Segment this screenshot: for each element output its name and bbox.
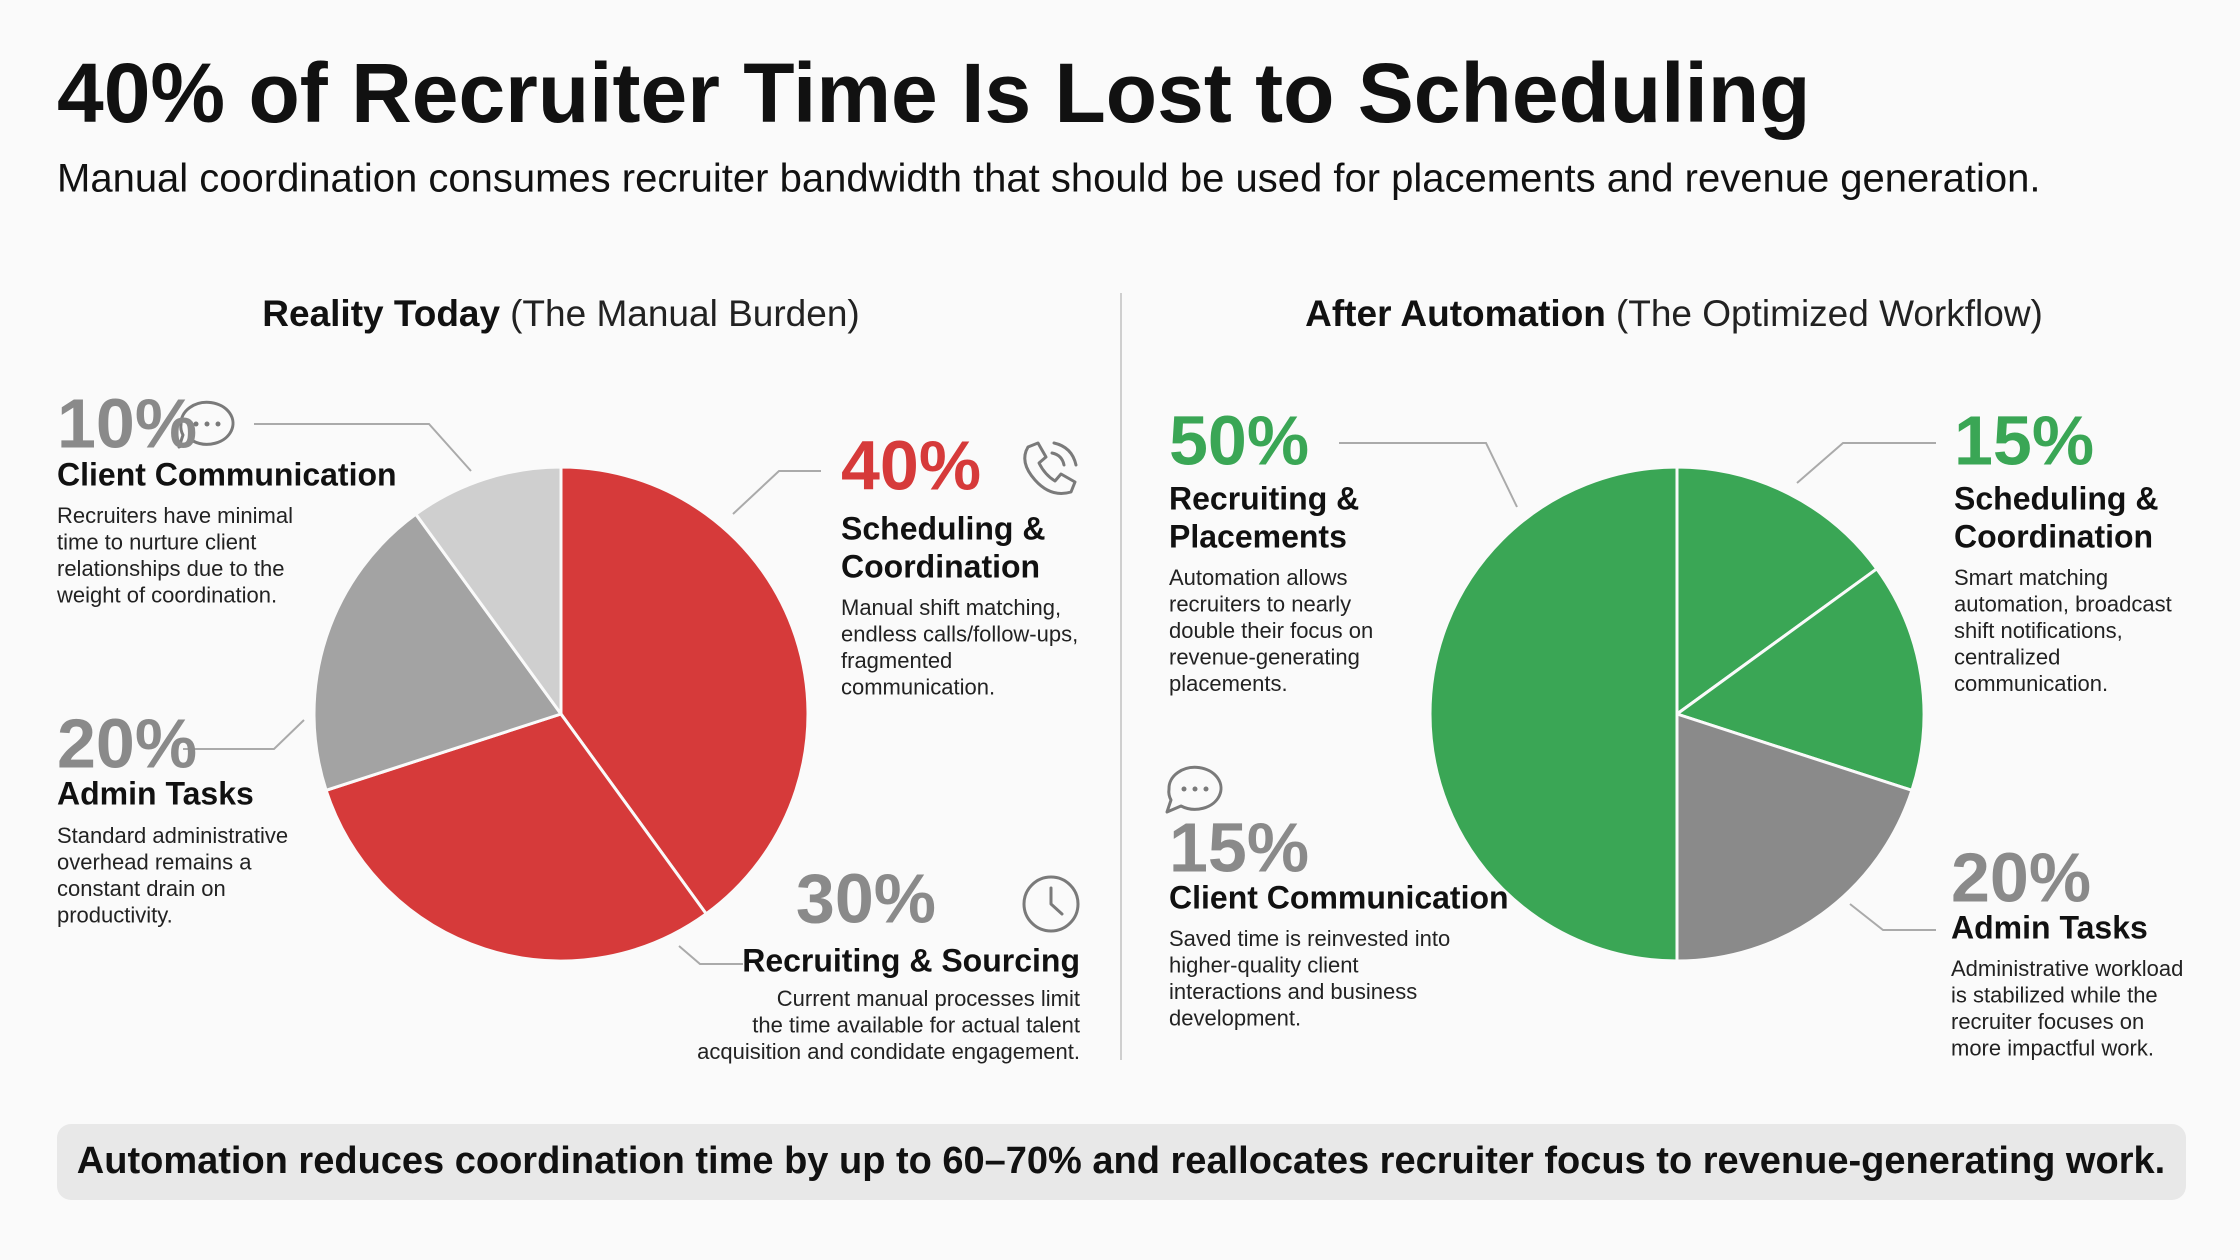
pie-slice (312, 512, 564, 793)
leader-line (1849, 903, 1936, 931)
chart-heading-rest: (The Manual Burden) (510, 293, 860, 334)
icon-chat (1165, 765, 1223, 814)
percent-label: 30% (796, 859, 936, 937)
description-line: fragmented (841, 648, 952, 673)
category-label: Scheduling & (841, 510, 1045, 546)
category-label: Client Communication (57, 456, 397, 492)
icon-chat (177, 400, 235, 449)
description-line: communication. (841, 674, 995, 699)
page-subtitle: Manual coordination consumes recruiter b… (57, 157, 2040, 201)
leader-line (254, 423, 472, 472)
chat-bubble (1165, 765, 1223, 814)
leader-line (1339, 442, 1518, 508)
description-line: time to nurture client (57, 529, 256, 554)
chart-heading-bold: Reality Today (262, 293, 500, 334)
description-line: Smart matching (1954, 565, 2108, 590)
footer-box (57, 1124, 2186, 1200)
chat-dot (193, 421, 199, 427)
clock-face (1022, 875, 1080, 933)
pie-slice (1673, 566, 1926, 793)
description-line: endless calls/follow-ups, (841, 621, 1078, 646)
leader-line (183, 719, 305, 750)
description-line: Automation allows (1169, 565, 1348, 590)
category-label: Scheduling & (1954, 480, 2158, 516)
leader-line (732, 470, 821, 515)
description-line: automation, broadcast (1954, 591, 2172, 616)
description-line: relationships due to the (57, 556, 285, 581)
description-line: Recruiters have minimal (57, 503, 293, 528)
page-title: 40% of Recruiter Time Is Lost to Schedul… (57, 46, 1810, 140)
percent-label: 15% (1954, 401, 2094, 479)
pie-slice (413, 465, 563, 719)
percent-label: 15% (1169, 808, 1309, 886)
pie-slice (324, 712, 709, 963)
description-line: double their focus on (1169, 618, 1373, 643)
chat-dot (204, 421, 210, 427)
description-line: interactions and business (1169, 979, 1417, 1004)
chart-heading-rest: (The Optimized Workflow) (1616, 293, 2043, 334)
description-line: more impactful work. (1951, 1035, 2154, 1060)
pie-slice (1428, 465, 1679, 963)
percent-label: 20% (1951, 838, 2091, 916)
clock-hands (1049, 886, 1064, 916)
description-line: communication. (1954, 671, 2108, 696)
percent-label: 50% (1169, 401, 1309, 479)
icon-phone (1023, 441, 1078, 495)
category-label: Admin Tasks (57, 775, 254, 811)
leader-line (678, 945, 743, 965)
percent-label: 10% (57, 384, 197, 462)
description-line: constant drain on (57, 876, 226, 901)
leader-line (1796, 442, 1936, 484)
chart-heading: Reality Today (The Manual Burden) (262, 293, 859, 334)
description-line: the time available for actual talent (752, 1012, 1080, 1037)
pie-slice (559, 465, 810, 916)
pie-slice (1675, 465, 1879, 717)
description-line: revenue-generating (1169, 644, 1360, 669)
chart-heading: After Automation (The Optimized Workflow) (1305, 293, 2043, 334)
chat-dot (1192, 786, 1198, 792)
footer-text: Automation reduces coordination time by … (77, 1140, 2165, 1182)
category-label: Placements (1169, 518, 1347, 554)
description-line: weight of coordination. (56, 582, 277, 607)
description-line: Administrative workload (1951, 956, 2183, 981)
description-line: placements. (1169, 671, 1288, 696)
description-line: development. (1169, 1005, 1301, 1030)
description-line: acquisition and condidate engagement. (697, 1039, 1080, 1064)
description-line: shift notifications, (1954, 618, 2123, 643)
category-label: Recruiting & (1169, 480, 1359, 516)
phone-wave (1050, 441, 1078, 467)
category-label: Admin Tasks (1951, 909, 2148, 945)
icon-clock (1022, 875, 1080, 933)
description-line: productivity. (57, 902, 173, 927)
percent-label: 20% (57, 704, 197, 782)
chart-heading-bold: After Automation (1305, 293, 1606, 334)
description-line: Standard administrative (57, 823, 288, 848)
category-label: Client Communication (1169, 879, 1509, 915)
description-line: recruiters to nearly (1169, 591, 1351, 616)
description-line: Saved time is reinvested into (1169, 926, 1450, 951)
description-line: is stabilized while the (1951, 982, 2158, 1007)
description-line: recruiter focuses on (1951, 1009, 2144, 1034)
category-label: Recruiting & Sourcing (742, 942, 1080, 978)
percent-label: 40% (841, 426, 981, 504)
phone-handset (1023, 441, 1077, 495)
category-label: Coordination (1954, 518, 2153, 554)
chat-dot (1203, 786, 1209, 792)
description-line: centralized (1954, 644, 2060, 669)
chat-dot (1181, 786, 1187, 792)
chat-bubble (177, 400, 235, 449)
category-label: Coordination (841, 548, 1040, 584)
description-line: Manual shift matching, (841, 595, 1061, 620)
description-line: Current manual processes limit (777, 986, 1080, 1011)
chat-dot (215, 421, 221, 427)
description-line: higher-quality client (1169, 952, 1359, 977)
pie-slice (1675, 711, 1914, 963)
description-line: overhead remains a (57, 849, 252, 874)
